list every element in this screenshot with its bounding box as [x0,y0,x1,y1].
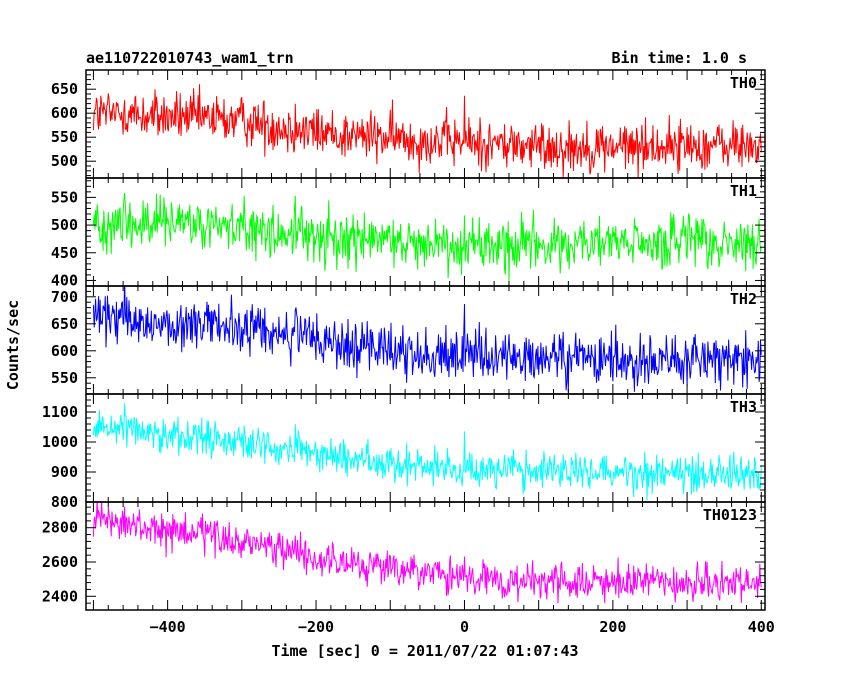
x-tick-label: −400 [150,618,186,636]
y-tick-label: 1100 [42,403,78,421]
x-tick-label: 0 [460,618,469,636]
panel-th3: 800 900 1000 1100 TH3 [42,393,766,511]
panel-th0: 500 550 600 650 TH0 [51,69,766,179]
panel-label-th2: TH2 [730,290,757,308]
y-tick-label: 2400 [42,587,78,605]
panel-frame [85,501,766,611]
panel-th1: 400 450 500 550 TH1 [51,177,766,289]
y-axis-label: Counts/sec [4,300,22,390]
panel-label-th0: TH0 [730,74,757,92]
y-tick-label: 700 [51,288,78,306]
series-line-th0 [92,84,762,178]
y-tick-label: 500 [51,216,78,234]
series-line-th1 [92,193,762,282]
panel-frame [85,393,766,503]
y-tick-label: 550 [51,188,78,206]
y-tick-label: 650 [51,80,78,98]
x-tick-label: −200 [298,618,334,636]
series-line-th3 [92,403,762,501]
y-tick-label: 600 [51,342,78,360]
y-tick-label: 2800 [42,519,78,537]
panel-label-th1: TH1 [730,182,757,200]
y-tick-label: 400 [51,271,78,289]
x-tick-label: 200 [599,618,626,636]
chart-title: ae110722010743_wam1_trn [86,49,294,67]
panel-label-th0123: TH0123 [703,506,757,524]
y-tick-label: 800 [51,493,78,511]
y-tick-label: 500 [51,152,78,170]
y-tick-label: 900 [51,463,78,481]
y-tick-label: 600 [51,104,78,122]
panel-frame [85,177,766,287]
x-tick-label: 400 [748,618,775,636]
panel-th0123: 2400 2600 2800 TH0123 [42,501,766,611]
series-line-th2 [92,286,762,393]
y-tick-label: 550 [51,369,78,387]
panel-label-th3: TH3 [730,398,757,416]
y-tick-label: 650 [51,315,78,333]
series-line-th0123 [92,502,762,604]
bin-time-label: Bin time: 1.0 s [612,49,747,67]
panel-th2: 550 600 650 700 TH2 [51,285,766,395]
y-tick-label: 2600 [42,553,78,571]
panels: 500 550 600 650 TH0 400 450 500 550 TH1 550 600 650 7… [42,69,775,636]
y-tick-label: 450 [51,244,78,262]
y-tick-label: 550 [51,128,78,146]
y-tick-label: 1000 [42,433,78,451]
x-axis-label: Time [sec] 0 = 2011/07/22 01:07:43 [271,642,578,660]
